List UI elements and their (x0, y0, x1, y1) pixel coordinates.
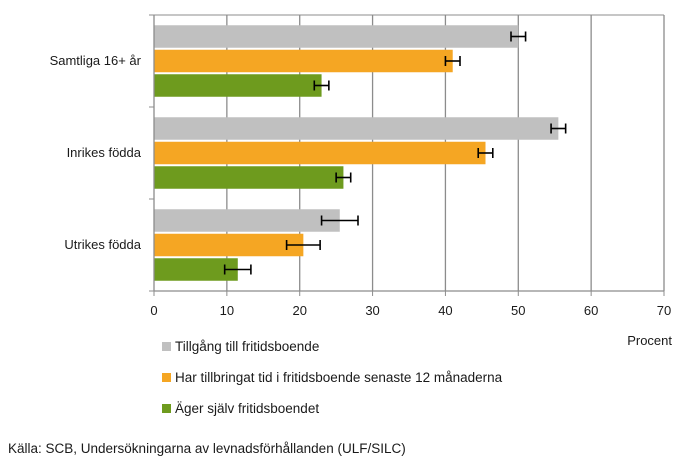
legend-swatch-green (162, 403, 171, 413)
category-label: Samtliga 16+ år (50, 53, 142, 68)
x-tick-label: 20 (292, 303, 306, 318)
x-axis-unit-label: Procent (627, 333, 672, 348)
x-tick-label: 60 (584, 303, 598, 318)
bar (154, 166, 344, 189)
axes (149, 14, 665, 296)
legend: Tillgång till fritidsboende Har tillbrin… (162, 336, 502, 429)
category-labels: Samtliga 16+ år Inrikes födda Utrikes född… (50, 53, 142, 252)
source-note: Källa: SCB, Undersökningarna av levnadsf… (8, 441, 406, 456)
x-tick-label: 0 (150, 303, 157, 318)
legend-swatch-orange (162, 372, 171, 382)
x-tick-label: 40 (438, 303, 452, 318)
legend-swatch-grey (162, 341, 171, 351)
category-label: Utrikes födda (64, 237, 141, 252)
bar (154, 141, 486, 165)
bars (154, 25, 559, 281)
x-tick-label: 50 (511, 303, 525, 318)
x-tick-label: 70 (657, 303, 671, 318)
error-bars (223, 31, 567, 275)
x-tick-label: 10 (220, 303, 234, 318)
bar (154, 74, 322, 97)
category-label: Inrikes födda (67, 145, 142, 160)
legend-label: Tillgång till fritidsboende (175, 338, 320, 354)
legend-label: Äger själv fritidsboendet (175, 400, 320, 416)
legend-item-ager: Äger själv fritidsboendet (162, 398, 502, 418)
bar (154, 25, 519, 48)
x-tick-label: 30 (365, 303, 379, 318)
bar (154, 209, 340, 232)
bar (154, 49, 453, 73)
x-tick-labels: 0 10 20 30 40 50 60 70 (150, 303, 671, 318)
bar (154, 117, 559, 140)
legend-item-tillgang: Tillgång till fritidsboende (162, 336, 502, 356)
legend-label: Har tillbringat tid i fritidsboende sena… (175, 369, 503, 385)
bar (154, 258, 238, 281)
legend-item-tillbringat: Har tillbringat tid i fritidsboende sena… (162, 367, 502, 387)
bar (154, 233, 304, 257)
